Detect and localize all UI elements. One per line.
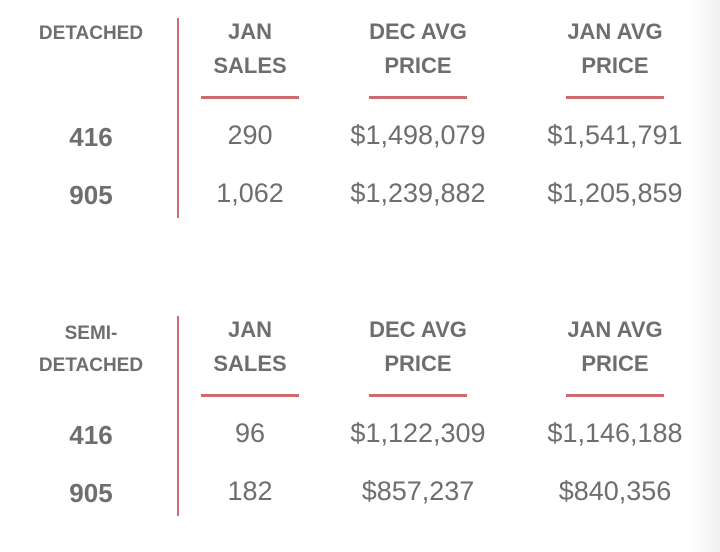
column-header-line: PRICE	[581, 351, 649, 376]
detached-table: DETACHED JAN SALES DEC AVG PRICE JAN AVG PRICE…	[0, 18, 720, 228]
column-header-line: JAN AVG	[567, 19, 663, 44]
table-cell: $1,498,079	[350, 120, 486, 150]
right-edge-shade	[690, 0, 720, 552]
column-header-line: SALES	[213, 351, 287, 376]
row-label-area-code: 416	[69, 420, 113, 450]
row-label-area-code: 416	[69, 122, 113, 152]
column-header-line: JAN	[227, 19, 272, 44]
header-underline	[201, 96, 299, 99]
column-divider	[177, 316, 179, 516]
header-underline	[369, 96, 467, 99]
row-label-area-code: 905	[69, 478, 113, 508]
table-cell: $1,541,791	[547, 120, 683, 150]
table-cell: $857,237	[361, 476, 475, 506]
column-header: JAN AVG PRICE	[515, 313, 715, 381]
column-header: JAN SALES	[150, 313, 350, 381]
column-divider	[177, 18, 179, 218]
column-header-line: PRICE	[384, 351, 452, 376]
table-cell: 182	[227, 476, 273, 506]
column-header-line: JAN	[227, 317, 272, 342]
column-header: DEC AVG PRICE	[318, 313, 518, 381]
column-header-line: JAN AVG	[567, 317, 663, 342]
row-label-area-code: 905	[69, 180, 113, 210]
header-underline	[201, 394, 299, 397]
column-header: DEC AVG PRICE	[318, 15, 518, 83]
column-header: JAN AVG PRICE	[515, 15, 715, 83]
semi-detached-table: SEMI- DETACHED JAN SALES DEC AVG PRICE JAN AVG…	[0, 316, 720, 526]
header-underline	[566, 394, 664, 397]
category-label-line: DETACHED	[38, 355, 144, 376]
table-cell: 1,062	[216, 178, 284, 208]
header-underline	[566, 96, 664, 99]
table-cell: 290	[227, 120, 273, 150]
column-header-line: SALES	[213, 53, 287, 78]
category-label: SEMI- DETACHED	[10, 318, 172, 382]
table-cell: 96	[234, 418, 266, 448]
header-underline	[369, 394, 467, 397]
table-cell: $840,356	[558, 476, 672, 506]
table-cell: $1,239,882	[350, 178, 486, 208]
column-header-line: PRICE	[384, 53, 452, 78]
category-label: DETACHED	[38, 23, 144, 44]
category-label-line: SEMI-	[64, 323, 118, 344]
table-cell: $1,122,309	[350, 418, 486, 448]
table-cell: $1,146,188	[547, 418, 683, 448]
column-header-line: PRICE	[581, 53, 649, 78]
column-header: JAN SALES	[150, 15, 350, 83]
column-header-line: DEC AVG	[369, 317, 467, 342]
column-header-line: DEC AVG	[369, 19, 467, 44]
table-cell: $1,205,859	[547, 178, 683, 208]
